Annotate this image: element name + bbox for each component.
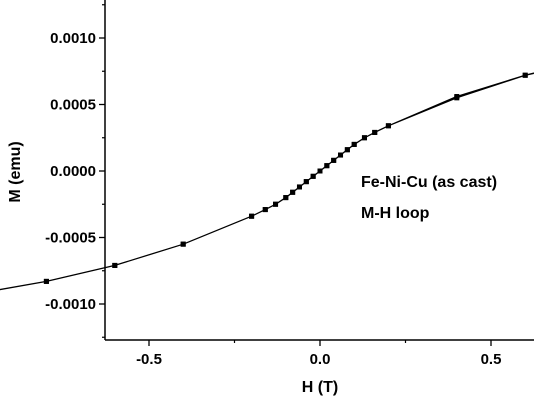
y-tick-label: 0.0005 <box>50 97 96 114</box>
x-tick-label: 0.5 <box>481 351 502 368</box>
ticks-layer: -0.0010-0.00050.00000.00050.0010-1.0-0.5… <box>45 4 502 368</box>
y-tick-label: -0.0005 <box>45 230 96 247</box>
data-point <box>317 168 323 174</box>
y-tick-label: 0.0000 <box>50 163 96 180</box>
annotation-sample: Fe-Ni-Cu (as cast) <box>361 174 497 191</box>
x-tick-label: -0.5 <box>136 351 162 368</box>
data-point <box>283 195 289 201</box>
data-point <box>324 163 330 169</box>
annotation-loop: M-H loop <box>361 205 430 222</box>
data-point <box>296 184 302 190</box>
y-axis-label: M (emu) <box>7 141 24 202</box>
data-point <box>454 94 460 100</box>
data-point <box>361 135 367 141</box>
data-point <box>344 147 350 153</box>
data-point <box>351 141 357 147</box>
y-tick-label: -0.0010 <box>45 296 96 313</box>
data-point <box>338 152 344 158</box>
data-point <box>385 123 391 129</box>
data-point <box>310 173 316 179</box>
data-point <box>303 179 309 185</box>
data-point <box>180 241 186 247</box>
data-point <box>43 278 49 284</box>
data-point <box>112 262 118 268</box>
data-point <box>249 213 255 219</box>
data-point <box>273 201 279 207</box>
data-point <box>372 129 378 135</box>
y-tick-label: 0.0010 <box>50 30 96 47</box>
data-point <box>290 189 296 195</box>
series-layer <box>0 72 534 291</box>
data-point <box>262 207 268 213</box>
data-point <box>331 157 337 163</box>
x-axis-label: H (T) <box>302 379 338 396</box>
x-tick-label: 0.0 <box>310 351 331 368</box>
data-point <box>522 72 528 78</box>
